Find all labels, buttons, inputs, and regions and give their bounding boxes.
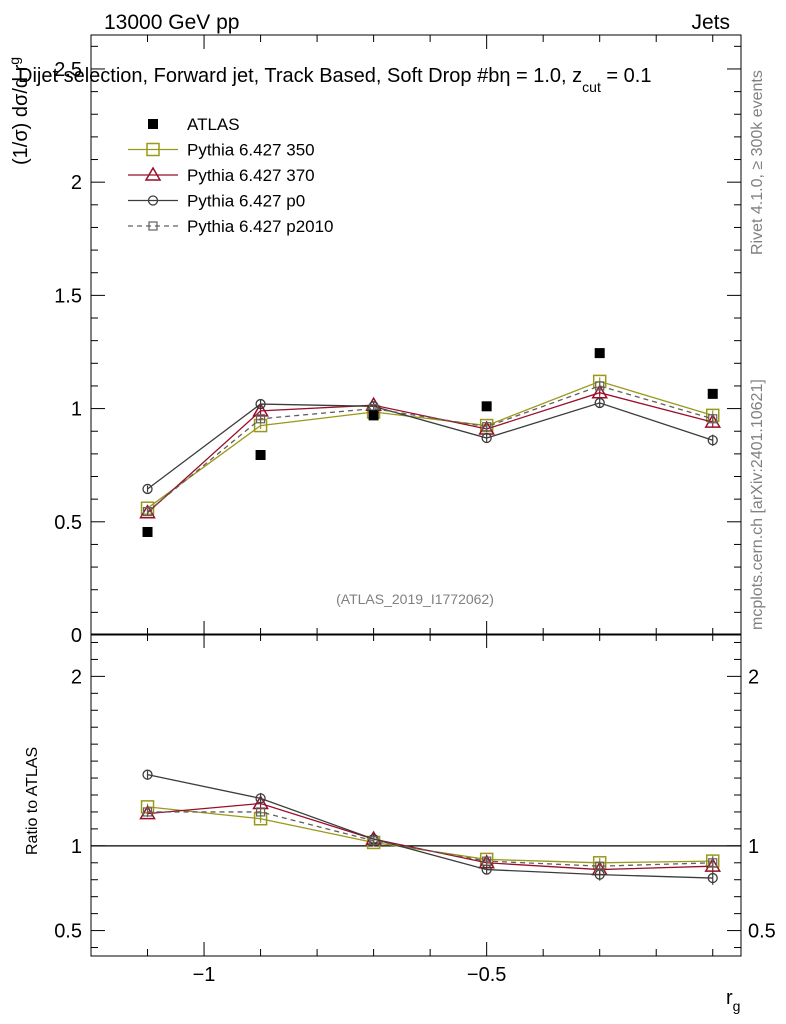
y-tick-label-ratio-right: 0.5 [748, 921, 776, 943]
y-tick-label-ratio-right: 1 [748, 836, 759, 858]
legend-label-atlas: ATLAS [187, 115, 240, 134]
y-tick-label-ratio-right: 2 [748, 666, 759, 688]
atlas-data-point [255, 450, 266, 460]
atlas-data-point [481, 401, 492, 412]
atlas-data-point [707, 388, 718, 399]
legend-label: Pythia 6.427 350 [187, 141, 315, 160]
y-tick-label-ratio: 1 [71, 836, 82, 858]
y-tick-label-main: 1.5 [54, 285, 82, 307]
series-2 [142, 397, 718, 885]
legend-marker-atlas [148, 119, 158, 129]
series-point-main [255, 414, 266, 424]
y-axis-label-main-sub: g [6, 57, 22, 65]
chart-title-main: Dijet selection, Forward jet, Track Base… [18, 65, 499, 87]
x-tick-label: −0.5 [467, 964, 506, 986]
analysis-id-label: (ATLAS_2019_I1772062) [336, 591, 494, 607]
atlas-data-point [594, 348, 605, 359]
legend-marker [147, 195, 159, 206]
x-axis-label-text: r [726, 987, 733, 1009]
series-point-main [255, 398, 266, 410]
atlas-data-point [368, 410, 379, 421]
series-line-main [147, 380, 713, 509]
legend-marker [144, 166, 162, 181]
legend-marker [146, 142, 160, 157]
series-point-main [595, 381, 605, 391]
legend-marker [148, 221, 158, 231]
chart-title-tail: = 0.1 [601, 65, 652, 87]
series-0 [140, 374, 720, 870]
series-line-ratio [147, 774, 713, 879]
legend-label: Pythia 6.427 370 [187, 166, 315, 185]
series-point-main [142, 483, 153, 495]
series-point-main [708, 414, 718, 424]
series-point-main [481, 432, 492, 444]
rivet-version-label: Rivet 4.1.0, ≥ 300k events [749, 70, 766, 255]
series-line-main [147, 392, 713, 514]
legend-label: Pythia 6.427 p2010 [187, 217, 334, 236]
series-point-ratio [255, 807, 266, 817]
atlas-data-point [142, 526, 153, 537]
chart-title: Dijet selection, Forward jet, Track Base… [18, 65, 651, 95]
chart-title-cut-subscript: cut [582, 79, 601, 95]
y-tick-label-main: 1 [71, 399, 82, 421]
series-point-main [482, 422, 492, 432]
series-point-ratio [595, 861, 605, 871]
series-point-ratio [255, 793, 266, 804]
main-panel-frame [90, 34, 742, 636]
series-point-ratio [369, 836, 379, 846]
header-energy-label: 13000 GeV pp [104, 11, 239, 34]
x-axis-label-sub: g [733, 998, 741, 1014]
y-axis-label-ratio: Ratio to ATLAS [24, 747, 41, 855]
series-point-ratio [142, 807, 153, 817]
series-3 [142, 381, 718, 872]
y-tick-label-main: 2 [71, 172, 82, 194]
series-point-main [594, 397, 605, 409]
y-tick-label-main: 0.5 [54, 512, 82, 534]
y-tick-label-ratio: 2 [71, 666, 82, 688]
y-axis-label-main: (1/σ) dσ/d rg [6, 57, 32, 165]
mcplots-label: mcplots.cern.ch [arXiv:2401.10621] [749, 379, 766, 630]
series-point-ratio [708, 858, 718, 868]
series-layer [139, 374, 722, 885]
series-point-ratio [482, 856, 492, 866]
series-line-ratio [147, 802, 713, 871]
series-point-main [591, 384, 609, 399]
series-point-main [707, 435, 718, 446]
series-point-main [142, 507, 153, 517]
series-point-ratio [707, 872, 718, 884]
y-tick-label-ratio: 0.5 [54, 921, 82, 943]
x-tick-label: −1 [193, 964, 216, 986]
data-points-layer [142, 348, 718, 537]
axes-group: −1 −0.5 0 0.5 1 1.5 2 2.5 0.5 0.5 1 1 2 2 [54, 35, 776, 986]
header-jets-label: Jets [691, 11, 730, 34]
chart-title-beta: η = 1.0, z [499, 65, 582, 87]
legend: ATLAS Pythia 6.427 350 Pythia 6.427 370 Pyt… [128, 115, 334, 236]
ratio-panel-frame [90, 633, 742, 957]
series-line-main [147, 402, 713, 490]
y-tick-label-main: 2.5 [54, 59, 82, 81]
y-tick-label-main: 0 [71, 625, 82, 647]
series-line-ratio [147, 811, 713, 867]
y-axis-label-main-text: (1/σ) dσ/d r [10, 64, 32, 165]
legend-label: Pythia 6.427 p0 [187, 192, 305, 211]
series-line-main [147, 385, 713, 513]
x-axis-label: rg [726, 987, 740, 1014]
series-point-ratio [142, 769, 153, 780]
